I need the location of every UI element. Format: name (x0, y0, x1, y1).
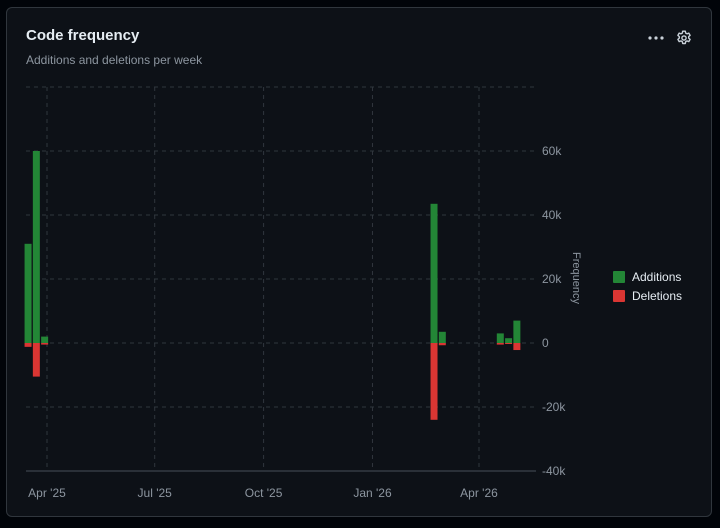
deletion-bar[interactable] (24, 343, 32, 347)
addition-bar[interactable] (32, 151, 40, 343)
card-subtitle: Additions and deletions per week (26, 53, 203, 67)
deletion-bar[interactable] (505, 343, 513, 344)
deletion-bar[interactable] (513, 343, 521, 351)
x-axis-ticks: Apr '25 Jul '25 Oct '25 Jan '26 Apr '26 (28, 486, 498, 500)
addition-bar[interactable] (496, 333, 504, 343)
y-axis-label: Frequency (570, 252, 582, 304)
kebab-horizontal-icon (648, 36, 664, 40)
settings-button[interactable] (673, 28, 695, 48)
addition-bar[interactable] (41, 336, 49, 343)
addition-bar[interactable] (505, 338, 513, 343)
y-tick-label: 0 (542, 336, 549, 350)
legend-swatch-additions (613, 270, 625, 283)
legend-item-deletions[interactable]: Deletions (613, 286, 682, 305)
chart-grid (26, 86, 536, 472)
legend-label-deletions: Deletions (632, 288, 683, 303)
y-tick-label: -40k (542, 464, 566, 478)
gear-icon (677, 30, 691, 45)
deletion-bar[interactable] (430, 343, 438, 420)
x-tick-label: Apr '26 (460, 486, 498, 500)
y-axis-ticks: 60k 40k 20k 0 -20k -40k (542, 144, 566, 478)
deletion-bar[interactable] (32, 343, 40, 377)
x-tick-label: Apr '25 (28, 486, 66, 500)
legend-item-additions[interactable]: Additions (613, 267, 682, 286)
addition-bar[interactable] (438, 331, 446, 343)
addition-bar[interactable] (513, 320, 521, 343)
addition-bar[interactable] (24, 243, 32, 343)
deletion-bar[interactable] (438, 343, 446, 346)
y-tick-label: 20k (542, 272, 562, 286)
deletion-bar[interactable] (41, 343, 49, 345)
legend-swatch-deletions (613, 289, 625, 302)
more-options-button[interactable] (645, 28, 667, 48)
code-frequency-card: Code frequency Additions and deletions p… (6, 7, 712, 517)
y-tick-label: -20k (542, 400, 566, 414)
chart-bars (24, 151, 521, 420)
legend-label-additions: Additions (632, 269, 682, 284)
card-title: Code frequency (26, 27, 140, 44)
x-tick-label: Jul '25 (138, 486, 173, 500)
deletion-bar[interactable] (496, 343, 504, 345)
y-tick-label: 60k (542, 144, 562, 158)
y-tick-label: 40k (542, 208, 562, 222)
chart-legend: Additions Deletions (613, 267, 682, 305)
addition-bar[interactable] (430, 203, 438, 343)
x-tick-label: Jan '26 (353, 486, 392, 500)
x-tick-label: Oct '25 (245, 486, 283, 500)
